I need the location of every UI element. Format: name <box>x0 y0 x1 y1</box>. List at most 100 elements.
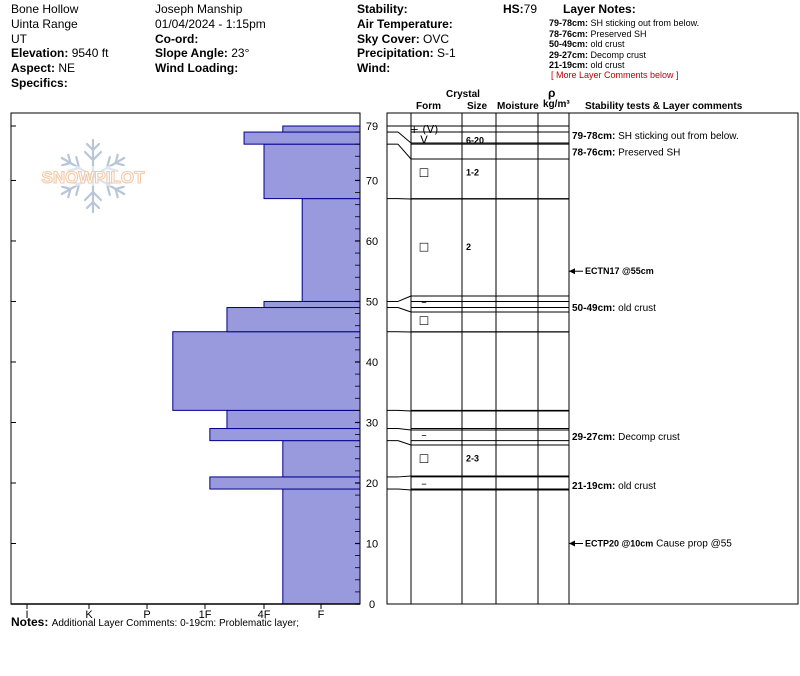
hardness-bar <box>243 131 361 145</box>
crystal-form: V <box>420 133 428 146</box>
form-header: Form <box>416 101 441 112</box>
height-tick-label: 60 <box>366 236 378 248</box>
layer-note-item: 29-27cm: Decomp crust <box>549 50 646 61</box>
crystal-size: 6-20 <box>466 135 484 145</box>
layer-comment-text: old crust <box>615 303 656 314</box>
size-header: Size <box>467 101 488 112</box>
sky-value: OVC <box>423 32 450 46</box>
precip-value: S-1 <box>437 46 456 60</box>
boundary-connector <box>397 488 412 491</box>
boundary-connector <box>397 440 412 446</box>
hardness-tick-label: K <box>85 609 93 621</box>
hardness-bar <box>282 488 361 605</box>
hs-field: HS:79 <box>503 2 537 16</box>
stability-test-text: Cause prop @55 <box>653 538 732 549</box>
boundary-connector <box>397 307 412 313</box>
hardness-bar <box>172 331 361 411</box>
crystal-form: – <box>421 477 427 490</box>
location-name: Bone Hollow <box>11 2 79 16</box>
layer-comment: 78-76cm: Preserved SH <box>572 147 680 158</box>
layer-note-text: Decomp crust <box>588 49 647 60</box>
layer-note-range: 78-76cm: <box>549 28 589 39</box>
height-tick-label: 79 <box>366 121 378 133</box>
sky-field: Sky Cover: OVC <box>357 32 449 46</box>
layer-comment-text: SH sticking out from below. <box>615 131 738 142</box>
range-name: Uinta Range <box>11 17 78 31</box>
wind-label: Wind: <box>357 61 391 75</box>
hardness-bar <box>209 476 361 490</box>
precip-field: Precipitation: S-1 <box>357 46 456 60</box>
crystal-form: □ <box>419 240 429 253</box>
hs-value: 79 <box>523 2 538 16</box>
stability-test-code: ECTN17 @55cm <box>585 266 654 276</box>
boundary-connector <box>397 131 412 144</box>
stability-arrowhead <box>569 268 575 275</box>
crystal-form: □ <box>419 452 429 465</box>
crystal-form: □ <box>419 314 429 327</box>
air-temp-label: Air Temperature: <box>357 17 453 31</box>
layer-comment-range: 78-76cm: <box>572 147 615 158</box>
layer-note-item: 79-78cm: SH sticking out from below. <box>549 18 699 29</box>
aspect-field: Aspect: NE <box>11 61 75 75</box>
notes-label: Notes: <box>11 615 49 629</box>
density-symbol: ρ <box>548 86 556 100</box>
layer-note-range: 21-19cm: <box>549 60 589 70</box>
layer-comment-range: 21-19cm: <box>572 481 615 492</box>
notes-text: Additional Layer Comments: 0-19cm: Probl… <box>51 618 300 629</box>
layer-note-item: 21-19cm: old crust <box>549 60 625 71</box>
slope-label: Slope Angle: <box>155 46 228 60</box>
height-tick-label: 20 <box>366 478 378 490</box>
hardness-bar <box>226 307 361 333</box>
height-tick-label: 10 <box>366 538 378 550</box>
more-comments-note: [ More Layer Comments below ] <box>551 70 679 80</box>
crystal-form: – <box>421 429 427 442</box>
coord-label: Co-ord: <box>155 32 199 46</box>
layer-note-text: old crust <box>588 39 625 49</box>
observation-datetime: 01/04/2024 - 1:15pm <box>155 17 266 31</box>
layer-note-range: 50-49cm: <box>549 39 589 49</box>
crystal-form: – <box>421 295 427 308</box>
crystal-form: + (V) <box>410 123 439 136</box>
layer-comment-text: Preserved SH <box>615 147 680 158</box>
stability-test-code: ECTP20 @10cm <box>585 538 653 548</box>
height-tick-label: 70 <box>366 175 378 187</box>
layer-comment-text: old crust <box>615 481 656 492</box>
boundary-connector <box>397 428 412 431</box>
hardness-bar <box>263 143 361 200</box>
hardness-bar <box>263 300 361 309</box>
layer-note-text: Preserved SH <box>588 28 647 39</box>
layer-note-text: old crust <box>588 60 625 70</box>
observer-name: Joseph Manship <box>155 2 243 16</box>
height-tick-label: 40 <box>366 357 378 369</box>
layer-note-item: 78-76cm: Preserved SH <box>549 29 647 40</box>
stability-test: ECTP20 @10cm Cause prop @55 <box>585 538 732 549</box>
crystal-size: 1-2 <box>466 167 479 177</box>
crystal-size: 2-3 <box>466 454 479 464</box>
layer-note-item: 50-49cm: old crust <box>549 39 625 50</box>
slope-value: 23° <box>231 46 250 60</box>
height-tick-label: 0 <box>369 599 375 611</box>
layer-comment: 21-19cm: old crust <box>572 481 656 492</box>
aspect-label: Aspect: <box>11 61 56 75</box>
layer-comment: 29-27cm: Decomp crust <box>572 432 680 443</box>
hardness-bar <box>226 409 361 430</box>
layer-comment: 50-49cm: old crust <box>572 303 656 314</box>
stability-label: Stability: <box>357 2 408 16</box>
layer-notes-title: Layer Notes: <box>563 2 636 16</box>
moisture-header: Moisture <box>497 101 539 112</box>
crystal-size: 2 <box>466 242 471 252</box>
hs-label: HS: <box>503 2 524 16</box>
layer-note-text: SH sticking out from below. <box>588 18 700 28</box>
wind-loading-label: Wind Loading: <box>155 61 239 75</box>
layer-comment-text: Decomp crust <box>615 432 680 443</box>
boundary-connector <box>397 143 412 160</box>
stability-comments-header: Stability tests & Layer comments <box>585 101 743 112</box>
layer-comment-range: 79-78cm: <box>572 131 615 142</box>
layer-note-range: 29-27cm: <box>549 49 589 60</box>
hardness-tick-label: P <box>143 609 150 621</box>
crystal-header: Crystal <box>446 89 480 100</box>
sky-label: Sky Cover: <box>357 32 420 46</box>
stability-test: ECTN17 @55cm <box>585 266 654 276</box>
precip-label: Precipitation: <box>357 46 434 60</box>
